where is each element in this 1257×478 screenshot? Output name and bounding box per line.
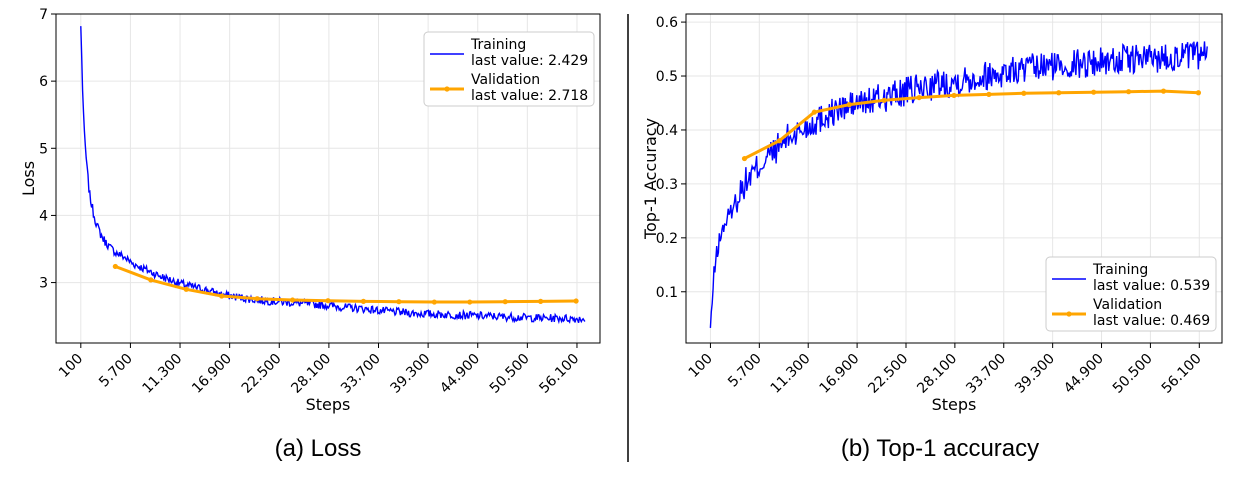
validation-point bbox=[846, 102, 852, 108]
legend-box bbox=[423, 31, 595, 107]
y-tick-label: 0.4 bbox=[656, 123, 678, 139]
chart-panel-2: 100 5.700 11.300 16.900 22.500 28.100 33.700 39… bbox=[641, 13, 1223, 462]
validation-point bbox=[1091, 89, 1097, 95]
x-tick-label: 11.300 bbox=[139, 351, 185, 397]
x-tick-label: 44.900 bbox=[1061, 351, 1107, 397]
legend-marker bbox=[444, 86, 450, 92]
legend-box bbox=[1045, 256, 1217, 332]
validation-point bbox=[538, 298, 544, 304]
series-line-validation bbox=[114, 265, 577, 304]
x-tick-label: 11.300 bbox=[768, 351, 814, 397]
x-tick-label: 39.300 bbox=[388, 351, 434, 397]
chart-panel-1: 100 5.700 11.300 16.900 22.500 28.100 33.700 39… bbox=[19, 7, 601, 462]
x-tick-label: 28.100 bbox=[288, 351, 334, 397]
x-tick-label: 100 bbox=[56, 351, 86, 381]
y-tick-label: 0.2 bbox=[656, 231, 678, 247]
y-tick-label: 6 bbox=[39, 74, 48, 90]
y-tick-label: 0.3 bbox=[656, 177, 678, 193]
x-tick-label: 33.700 bbox=[338, 351, 384, 397]
x-axis-label: Steps bbox=[306, 395, 351, 414]
validation-point bbox=[573, 298, 579, 304]
x-tick-label: 22.500 bbox=[865, 351, 911, 397]
x-tick-label: 44.900 bbox=[437, 351, 483, 397]
validation-point bbox=[467, 299, 473, 305]
x-tick-label: 50.500 bbox=[1110, 351, 1156, 397]
legend-last-value: last value: 0.469 bbox=[1093, 313, 1210, 329]
y-tick-label: 3 bbox=[39, 276, 48, 292]
validation-point bbox=[254, 296, 260, 302]
validation-point bbox=[1021, 90, 1027, 96]
y-tick-label: 7 bbox=[39, 7, 48, 23]
validation-point bbox=[741, 155, 748, 162]
validation-point bbox=[360, 298, 367, 304]
x-tick-label: 39.300 bbox=[1012, 351, 1058, 397]
x-tick-label: 56.100 bbox=[1159, 351, 1205, 397]
x-tick-label: 100 bbox=[686, 351, 716, 381]
x-tick-label: 22.500 bbox=[239, 351, 285, 397]
validation-point bbox=[431, 299, 437, 305]
x-tick-label: 16.900 bbox=[189, 351, 235, 397]
y-axis-label: Top-1 Accuracy bbox=[641, 118, 660, 240]
legend-series-name: Validation bbox=[471, 72, 540, 88]
plot-frame bbox=[55, 13, 601, 344]
y-tick-label: 4 bbox=[39, 208, 48, 224]
x-tick-label: 5.700 bbox=[96, 351, 136, 391]
x-tick-label: 33.700 bbox=[963, 351, 1009, 397]
legend-series-name: Validation bbox=[1093, 297, 1162, 313]
legend-last-value: last value: 0.539 bbox=[1093, 278, 1210, 294]
plot-frame bbox=[685, 13, 1223, 344]
legend-series-name: Training bbox=[1092, 262, 1148, 278]
y-tick-label: 0.6 bbox=[656, 15, 678, 31]
validation-point bbox=[289, 297, 296, 303]
y-axis-label: Loss bbox=[19, 161, 38, 196]
validation-point bbox=[219, 293, 225, 299]
validation-point bbox=[1160, 88, 1167, 94]
legend-last-value: last value: 2.429 bbox=[471, 53, 588, 69]
y-tick-label: 0.1 bbox=[656, 285, 678, 301]
validation-point bbox=[1056, 90, 1062, 96]
validation-point bbox=[881, 97, 887, 103]
x-tick-label: 5.700 bbox=[725, 351, 765, 391]
legend-marker bbox=[1066, 311, 1072, 317]
validation-point bbox=[396, 299, 402, 305]
x-tick-label: 28.100 bbox=[914, 351, 960, 397]
x-axis-label: Steps bbox=[932, 395, 977, 414]
validation-point bbox=[776, 138, 783, 144]
y-tick-label: 0.5 bbox=[656, 69, 678, 85]
subfigure-caption: (a) Loss bbox=[275, 435, 362, 462]
x-tick-label: 16.900 bbox=[817, 351, 863, 397]
series-line-validation bbox=[743, 89, 1199, 160]
series-line-training bbox=[80, 26, 586, 325]
legend-last-value: last value: 2.718 bbox=[471, 88, 588, 104]
validation-point bbox=[811, 109, 817, 115]
y-tick-label: 5 bbox=[39, 141, 48, 157]
validation-point bbox=[148, 277, 154, 283]
validation-point bbox=[183, 286, 189, 292]
validation-point bbox=[112, 263, 118, 270]
subfigure-caption: (b) Top-1 accuracy bbox=[841, 435, 1039, 462]
validation-point bbox=[502, 299, 508, 305]
validation-point bbox=[1195, 90, 1202, 96]
validation-point bbox=[325, 298, 331, 304]
validation-point bbox=[1125, 89, 1132, 95]
validation-point bbox=[916, 94, 922, 101]
legend-series-name: Training bbox=[470, 37, 526, 53]
validation-point bbox=[951, 92, 957, 99]
validation-point bbox=[986, 91, 992, 97]
x-tick-label: 50.500 bbox=[487, 351, 533, 397]
x-tick-label: 56.100 bbox=[536, 351, 582, 397]
